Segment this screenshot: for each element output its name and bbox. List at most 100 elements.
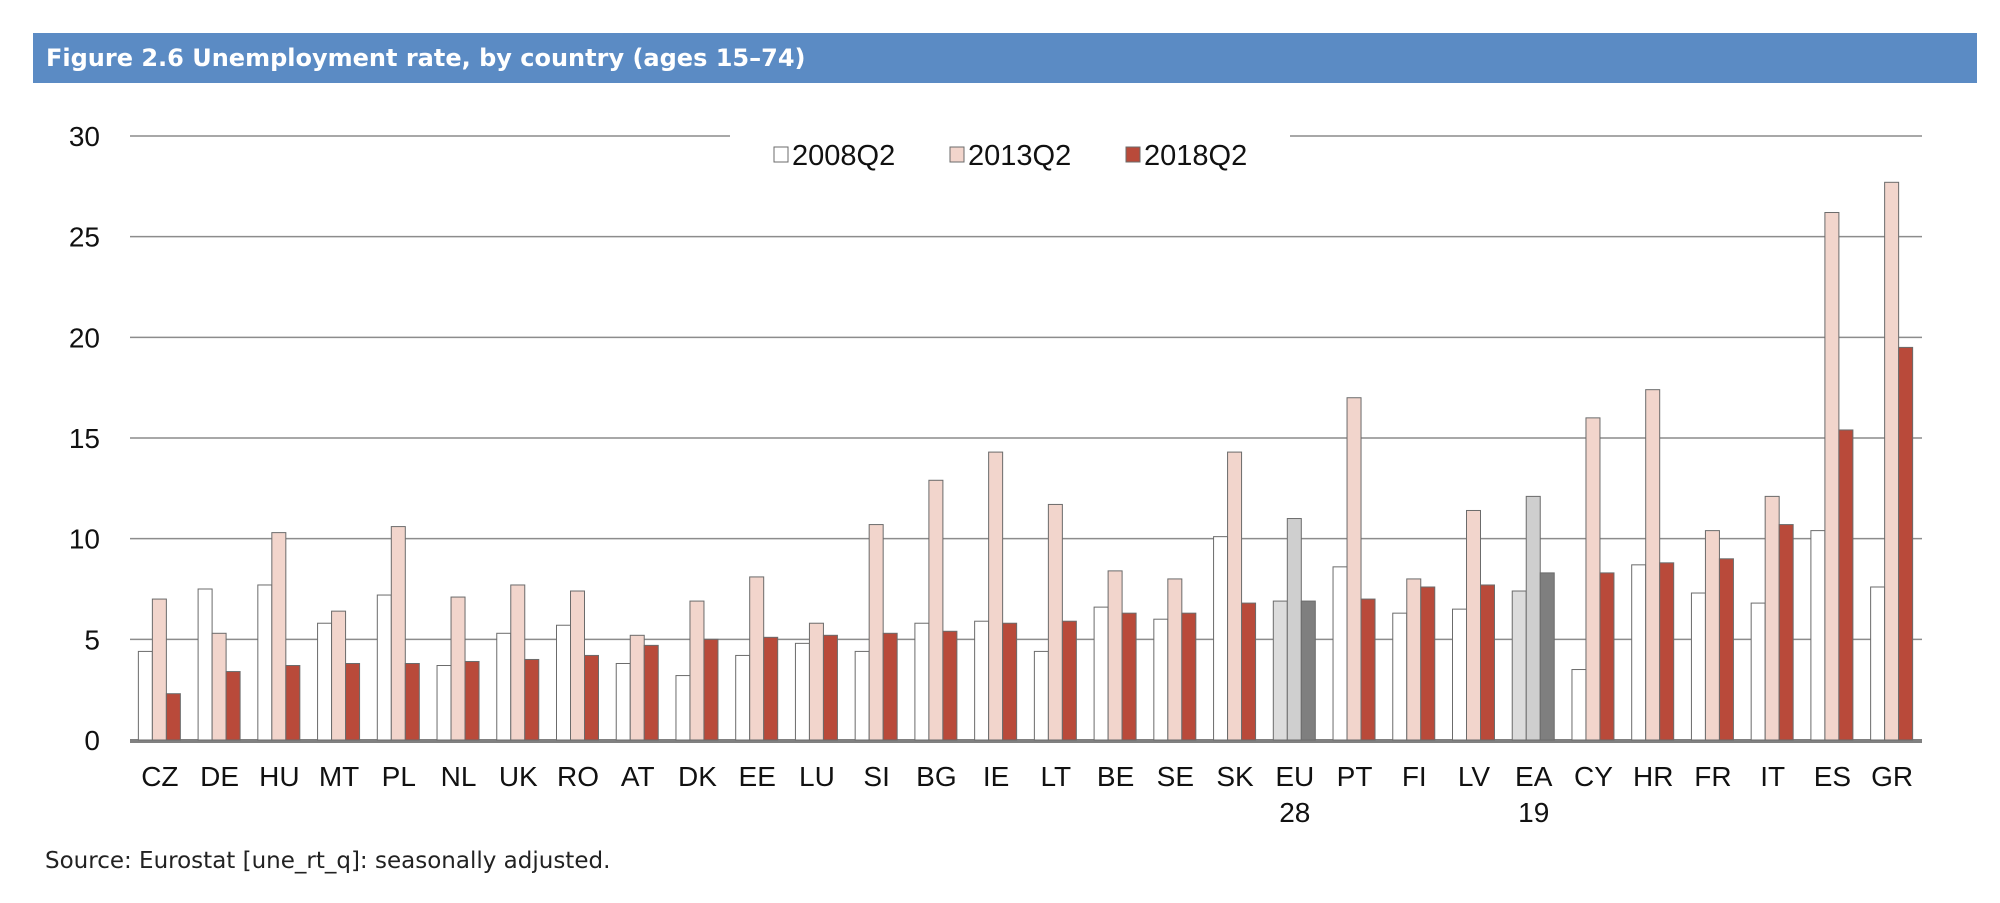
bar-pl-2008q2 — [376, 594, 392, 741]
bar-gr-2018q2 — [1898, 346, 1914, 741]
bar-dk-2018q2 — [703, 638, 719, 741]
bar-at-2008q2 — [615, 662, 631, 741]
bar-it-2013q2 — [1764, 495, 1780, 741]
bar-lu-2018q2 — [822, 634, 838, 741]
bar-ie-2013q2 — [988, 451, 1004, 741]
x-tick-label: FR — [1694, 761, 1731, 792]
x-tick-label: EA — [1515, 761, 1553, 792]
bar-bg-2018q2 — [942, 630, 958, 741]
bar-nl-2013q2 — [450, 596, 466, 741]
bar-cz-2013q2 — [151, 598, 167, 741]
x-tick-label: LT — [1041, 761, 1072, 792]
x-tick-label: AT — [621, 761, 655, 792]
bar-si-2013q2 — [868, 524, 884, 741]
bar-sk-2018q2 — [1241, 602, 1257, 741]
bar-bg-2008q2 — [914, 622, 930, 741]
bar-ro-2018q2 — [584, 654, 599, 741]
bar-ro-2008q2 — [556, 624, 571, 741]
bar-fr-2018q2 — [1718, 558, 1734, 741]
bar-hu-2013q2 — [271, 532, 287, 741]
bar-lv-2018q2 — [1480, 584, 1495, 741]
bar-ea19-2013q2 — [1525, 495, 1541, 741]
bar-pl-2018q2 — [404, 662, 420, 741]
bar-eu28-2018q2 — [1300, 600, 1316, 741]
legend: 2008Q2 2013Q2 2018Q2 — [773, 140, 1247, 172]
bar-hu-2008q2 — [257, 584, 273, 741]
bar-at-2013q2 — [629, 634, 645, 741]
bar-nl-2018q2 — [464, 660, 480, 741]
bar-bg-2013q2 — [928, 479, 944, 741]
legend-swatch-2018q2 — [1125, 146, 1141, 163]
bar-hr-2018q2 — [1659, 562, 1675, 741]
bar-ee-2013q2 — [749, 576, 765, 741]
legend-swatch-2013q2 — [949, 146, 965, 163]
bar-se-2013q2 — [1167, 578, 1183, 741]
x-tick-label: UK — [499, 761, 538, 792]
bar-fi-2013q2 — [1406, 578, 1422, 741]
y-tick-label: 30 — [69, 121, 100, 152]
bar-be-2018q2 — [1121, 612, 1137, 741]
bar-pt-2018q2 — [1360, 598, 1376, 741]
figure-title: Figure 2.6 Unemployment rate, by country… — [33, 33, 1977, 83]
bar-ie-2008q2 — [974, 620, 990, 741]
bar-it-2018q2 — [1778, 524, 1794, 741]
bar-eu28-2008q2 — [1272, 600, 1288, 741]
bar-sk-2008q2 — [1213, 536, 1229, 741]
x-tick-label: CZ — [141, 761, 178, 792]
x-tick-label: HU — [259, 761, 299, 792]
bar-uk-2013q2 — [510, 584, 526, 741]
legend-label: 2018Q2 — [1144, 140, 1247, 172]
y-axis-tick-labels: 0 5 10 15 20 25 30 — [69, 121, 100, 756]
x-tick-label: EU — [1275, 761, 1314, 792]
legend-swatch-2008q2 — [773, 146, 789, 163]
x-tick-label: RO — [557, 761, 599, 792]
bar-pt-2013q2 — [1346, 397, 1362, 741]
bar-de-2008q2 — [197, 588, 213, 741]
bar-lt-2008q2 — [1033, 650, 1049, 741]
bar-cy-2008q2 — [1571, 669, 1587, 741]
bar-gr-2013q2 — [1884, 181, 1900, 741]
bar-si-2018q2 — [882, 632, 898, 741]
legend-label: 2008Q2 — [792, 140, 895, 172]
x-tick-label: GR — [1871, 761, 1913, 792]
bar-hr-2008q2 — [1631, 564, 1647, 741]
y-tick-label: 10 — [69, 524, 100, 555]
x-tick-label: SE — [1157, 761, 1194, 792]
bar-se-2008q2 — [1153, 618, 1169, 741]
bar-hu-2018q2 — [285, 665, 301, 741]
x-tick-label: DE — [200, 761, 239, 792]
bar-mt-2018q2 — [345, 662, 361, 741]
x-tick-label: BG — [916, 761, 956, 792]
y-tick-label: 20 — [69, 322, 100, 353]
x-tick-label: SK — [1216, 761, 1254, 792]
x-tick-label: HR — [1633, 761, 1673, 792]
bar-lu-2013q2 — [808, 622, 824, 741]
bar-it-2008q2 — [1750, 602, 1766, 741]
bar-nl-2008q2 — [436, 665, 452, 741]
bar-de-2018q2 — [225, 671, 241, 741]
bar-ee-2018q2 — [763, 636, 779, 741]
bar-cz-2008q2 — [137, 650, 153, 741]
bar-ea19-2018q2 — [1539, 572, 1555, 741]
bar-es-2008q2 — [1810, 530, 1826, 741]
gridlines — [130, 135, 1922, 743]
x-tick-label: SI — [863, 761, 889, 792]
bar-fr-2013q2 — [1704, 530, 1720, 741]
x-tick-label: BE — [1097, 761, 1134, 792]
x-tick-label: CY — [1574, 761, 1613, 792]
bar-be-2013q2 — [1107, 570, 1123, 741]
bar-fi-2008q2 — [1392, 612, 1408, 741]
bar-be-2008q2 — [1093, 606, 1109, 741]
bar-lv-2013q2 — [1466, 509, 1481, 741]
bar-ee-2008q2 — [735, 654, 751, 741]
x-tick-label: 19 — [1518, 797, 1549, 828]
bar-dk-2013q2 — [689, 600, 705, 741]
bar-ie-2018q2 — [1002, 622, 1018, 741]
bar-gr-2008q2 — [1870, 586, 1886, 741]
bar-pl-2013q2 — [390, 526, 406, 741]
legend-label: 2013Q2 — [968, 140, 1071, 172]
bar-es-2018q2 — [1838, 429, 1854, 741]
bar-cy-2018q2 — [1599, 572, 1615, 741]
x-tick-label: PT — [1337, 761, 1373, 792]
x-tick-label: IE — [983, 761, 1009, 792]
